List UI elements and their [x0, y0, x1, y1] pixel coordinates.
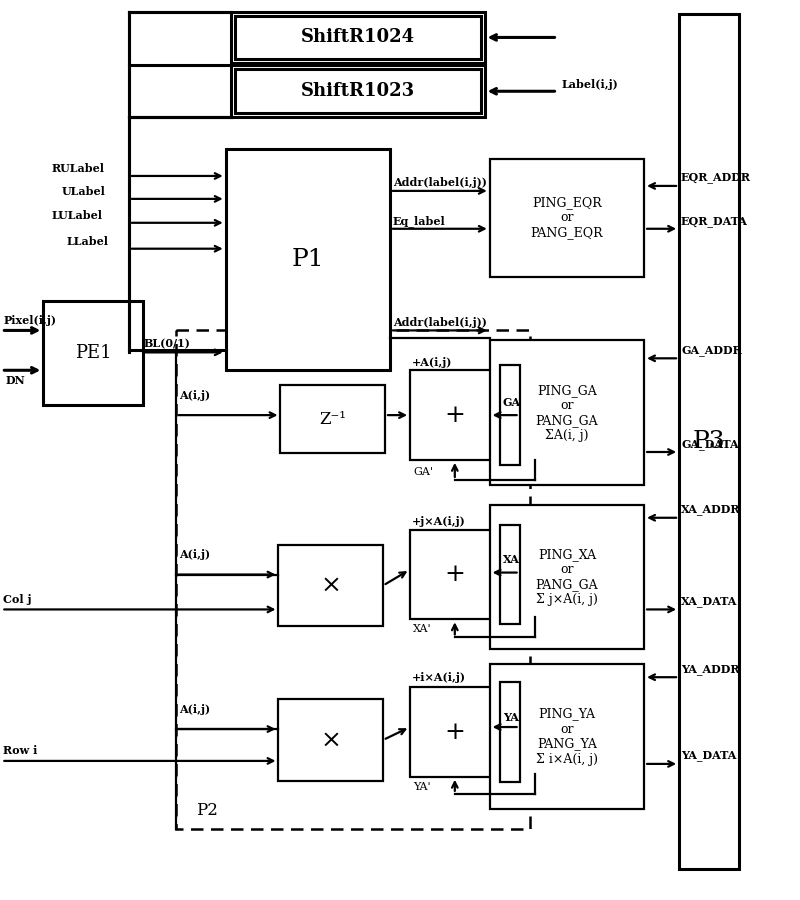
Bar [226, 149, 390, 370]
Bar [278, 544, 383, 626]
Bar [230, 12, 485, 63]
Bar [230, 66, 485, 117]
Text: PING_GA
or
PANG_GA
ΣA(i, j): PING_GA or PANG_GA ΣA(i, j) [536, 383, 598, 442]
Bar [500, 365, 519, 465]
Bar [490, 159, 644, 276]
Text: GA: GA [502, 397, 521, 408]
Text: P1: P1 [291, 248, 324, 271]
Text: ShiftR1023: ShiftR1023 [301, 82, 414, 100]
Text: +i×A(i,j): +i×A(i,j) [412, 671, 466, 683]
Text: P2: P2 [196, 802, 218, 819]
Text: XA': XA' [413, 625, 431, 634]
Text: Col j: Col j [3, 594, 32, 605]
Text: Pixel(i,j): Pixel(i,j) [3, 315, 56, 326]
Text: P3: P3 [693, 429, 726, 453]
Text: PING_XA
or
PANG_GA
Σ j×A(i, j): PING_XA or PANG_GA Σ j×A(i, j) [536, 548, 598, 606]
Bar [410, 530, 500, 619]
Text: XA_DATA: XA_DATA [681, 596, 738, 607]
Text: Label(i,j): Label(i,j) [562, 79, 618, 90]
Text: RULabel: RULabel [51, 164, 104, 175]
Text: GA': GA' [413, 467, 433, 477]
Text: Addr(label(i,j)): Addr(label(i,j)) [393, 177, 487, 188]
Text: A(i,j): A(i,j) [178, 390, 210, 400]
Text: GA_ADDR: GA_ADDR [681, 345, 742, 356]
Text: BL(0/1): BL(0/1) [144, 338, 190, 349]
Bar [500, 525, 519, 625]
Bar [679, 14, 739, 868]
Bar [281, 385, 385, 453]
Bar [410, 370, 500, 460]
Bar [490, 664, 644, 809]
Text: +: + [444, 721, 466, 743]
Text: Row i: Row i [3, 745, 38, 757]
Text: YA': YA' [413, 782, 430, 792]
Text: PING_EQR
or
PANG_EQR: PING_EQR or PANG_EQR [530, 196, 603, 239]
Text: PING_YA
or
PANG_YA
Σ i×A(i, j): PING_YA or PANG_YA Σ i×A(i, j) [536, 707, 598, 766]
Bar [234, 69, 481, 113]
Text: A(i,j): A(i,j) [178, 704, 210, 715]
Text: GA_DATA: GA_DATA [681, 438, 738, 449]
Text: ×: × [320, 574, 342, 597]
Text: YA_DATA: YA_DATA [681, 751, 736, 761]
Text: LULabel: LULabel [51, 211, 102, 221]
Text: A(i,j): A(i,j) [178, 549, 210, 560]
Bar [176, 330, 530, 829]
Text: +: + [444, 403, 466, 427]
Text: ShiftR1024: ShiftR1024 [301, 29, 414, 47]
Bar [490, 340, 644, 485]
Text: EQR_DATA: EQR_DATA [681, 216, 748, 228]
Text: ×: × [320, 728, 342, 752]
Text: XA: XA [502, 554, 519, 565]
Bar [500, 682, 519, 782]
Text: Z⁻¹: Z⁻¹ [319, 410, 346, 428]
Text: Eq_label: Eq_label [393, 215, 446, 227]
Text: LLabel: LLabel [66, 236, 108, 248]
Text: XA_ADDR: XA_ADDR [681, 504, 741, 516]
Text: YA: YA [502, 712, 518, 723]
Text: PE1: PE1 [74, 344, 111, 362]
Bar [490, 505, 644, 649]
Bar [278, 699, 383, 781]
Text: +A(i,j): +A(i,j) [412, 356, 452, 368]
Bar [410, 688, 500, 777]
Text: Addr(label(i,j)): Addr(label(i,j)) [393, 317, 487, 328]
Text: DN: DN [6, 374, 25, 386]
Text: +: + [444, 563, 466, 586]
Text: +j×A(i,j): +j×A(i,j) [412, 517, 466, 527]
Bar [43, 301, 143, 405]
Bar [234, 15, 481, 59]
Text: ULabel: ULabel [61, 186, 105, 197]
Text: YA_ADDR: YA_ADDR [681, 663, 739, 675]
Text: EQR_ADDR: EQR_ADDR [681, 173, 751, 184]
